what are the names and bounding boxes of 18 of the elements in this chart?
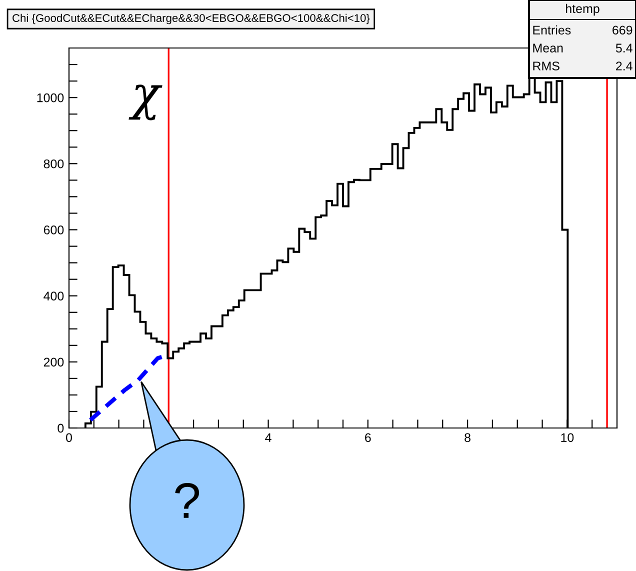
annotation: χ	[128, 84, 162, 120]
annotation: ?	[175, 483, 200, 518]
x-tick-label: 10	[561, 433, 574, 442]
text: RMS 2.4	[533, 62, 632, 70]
y-tick-label: 0	[58, 424, 64, 433]
y-tick-label: 800	[44, 159, 64, 168]
x-tick-label: 0	[66, 433, 72, 442]
x-tick-label: 6	[365, 433, 371, 442]
x-tick-label: 8	[464, 433, 470, 442]
y-tick-label: 400	[44, 292, 64, 300]
text: htemp	[566, 4, 600, 16]
x-tick-label: 4	[265, 433, 272, 442]
y-tick-label: 600	[44, 226, 64, 234]
chart-title: Chi {GoodCut&&ECut&&ECharge&&30<EBGO&&EBGO<100&&Chi<10}	[12, 14, 370, 24]
text: Mean 5.4	[533, 44, 632, 52]
text: Entries 669	[533, 25, 632, 35]
y-tick-label: 200	[44, 358, 64, 367]
y-tick-label: 1000	[37, 93, 64, 102]
